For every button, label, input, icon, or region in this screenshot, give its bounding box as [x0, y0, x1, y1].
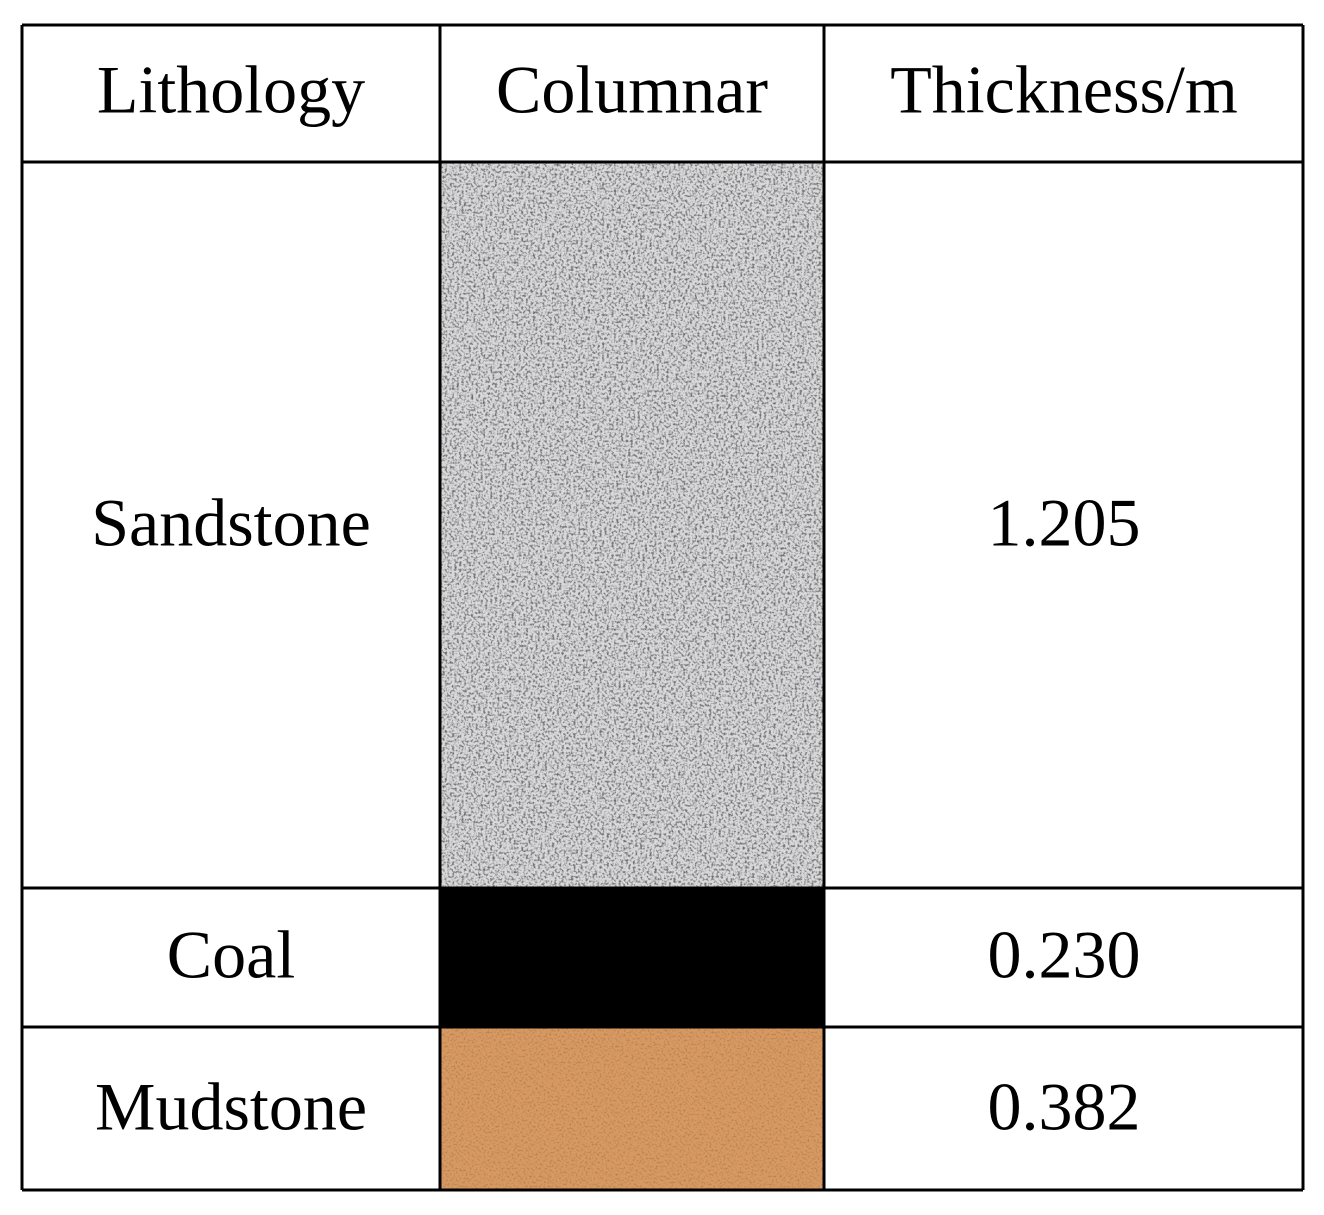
thickness-cell: 0.230	[988, 917, 1141, 993]
header-cell: Lithology	[97, 52, 365, 128]
header-cell: Thickness/m	[890, 52, 1238, 128]
lithology-cell: Mudstone	[95, 1069, 367, 1145]
coal-fill	[440, 888, 824, 1027]
lithology-cell: Sandstone	[91, 485, 371, 561]
thickness-cell: 1.205	[988, 485, 1141, 561]
table-grid	[20, 23, 1305, 1192]
sandstone-texture	[440, 162, 824, 888]
header-cell: Columnar	[496, 52, 768, 128]
thickness-cell: 0.382	[988, 1069, 1141, 1145]
mudstone-texture	[440, 1027, 824, 1190]
lithology-cell: Coal	[167, 917, 295, 993]
